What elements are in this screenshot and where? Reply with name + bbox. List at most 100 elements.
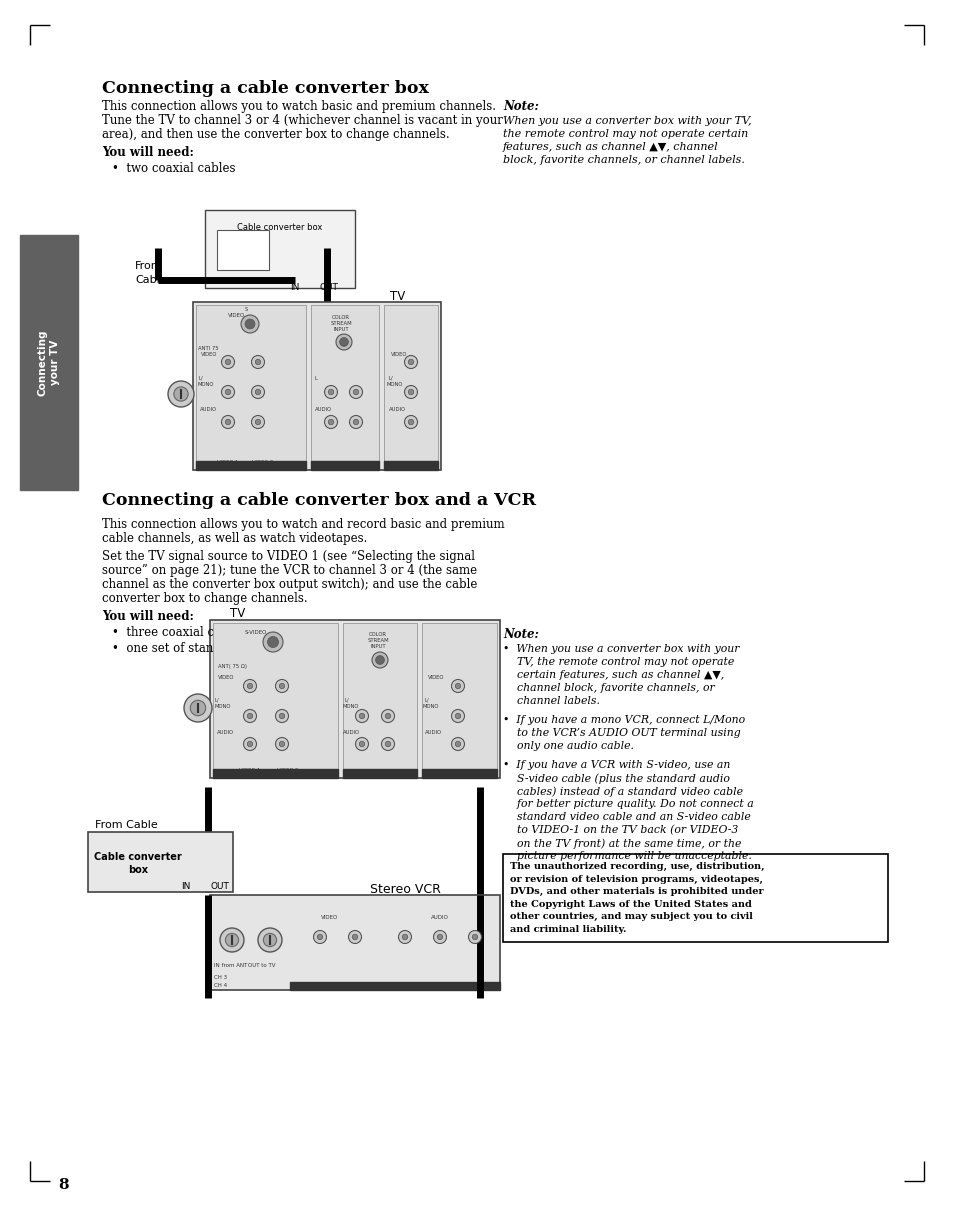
Circle shape [372,652,388,668]
Circle shape [184,693,212,722]
Circle shape [263,632,283,652]
Circle shape [221,386,234,398]
Text: TV, the remote control may not operate: TV, the remote control may not operate [502,657,734,667]
Text: Connecting a cable converter box and a VCR: Connecting a cable converter box and a V… [102,492,536,509]
Text: box: box [128,865,148,876]
Text: IN: IN [272,784,277,789]
Circle shape [225,390,231,394]
Bar [216,230,269,270]
Text: •  three coaxial cables: • three coaxial cables [112,626,245,639]
Circle shape [247,684,253,689]
Circle shape [243,709,256,722]
Text: From Cable: From Cable [95,820,157,830]
Bar [343,624,416,775]
Text: •  If you have a VCR with S-video, use an: • If you have a VCR with S-video, use an [502,760,730,769]
Text: OUT: OUT [405,476,416,481]
Bar [421,769,497,778]
Circle shape [328,420,334,425]
Text: This connection allows you to watch and record basic and premium: This connection allows you to watch and … [102,519,504,531]
Text: to VIDEO-1 on the TV back (or VIDEO-3: to VIDEO-1 on the TV back (or VIDEO-3 [502,825,738,836]
Text: •  one set of standard A/V cables: • one set of standard A/V cables [112,642,307,655]
Circle shape [275,738,288,750]
Bar [421,624,497,775]
Text: OUT to TV: OUT to TV [248,964,275,968]
Bar [210,895,499,990]
Circle shape [468,931,481,943]
Text: From: From [135,260,162,271]
Text: channel block, favorite channels, or: channel block, favorite channels, or [502,683,714,693]
Circle shape [247,742,253,747]
Text: STREAM: STREAM [367,638,389,643]
Circle shape [404,386,417,398]
Bar [311,461,378,470]
Text: VIDEO 2: VIDEO 2 [252,459,274,466]
Circle shape [221,356,234,369]
Text: You will need:: You will need: [102,610,193,624]
Text: INPUT: INPUT [333,327,349,332]
Circle shape [225,359,231,364]
Text: L/: L/ [389,376,394,381]
Circle shape [455,742,460,747]
Text: MONO: MONO [198,382,214,387]
Circle shape [314,931,326,943]
Text: L: L [314,376,317,381]
Text: for better picture quality. Do not connect a: for better picture quality. Do not conne… [502,800,753,809]
Text: VIDEO 1: VIDEO 1 [239,768,260,773]
Bar [195,461,306,470]
Circle shape [339,338,348,346]
Circle shape [252,416,264,428]
Text: MONO: MONO [422,704,439,709]
Circle shape [252,356,264,369]
Circle shape [263,933,276,947]
Text: cable channels, as well as watch videotapes.: cable channels, as well as watch videota… [102,532,367,545]
Circle shape [402,935,407,939]
Circle shape [247,713,253,719]
Circle shape [255,420,260,425]
Text: OUT: OUT [319,283,338,292]
Text: IN: IN [248,476,253,481]
Text: VIDEO: VIDEO [321,915,338,920]
Circle shape [451,738,464,750]
Circle shape [408,359,414,364]
Text: •  two coaxial cables: • two coaxial cables [112,162,235,175]
Text: Note:: Note: [502,100,538,113]
Text: COLOR: COLOR [369,632,387,637]
Text: Cable converter box: Cable converter box [237,223,322,232]
Circle shape [257,927,282,952]
Circle shape [243,738,256,750]
Text: STREAM: STREAM [330,321,352,326]
Text: ANTI 75: ANTI 75 [198,346,218,351]
Circle shape [245,320,254,329]
Text: IN: IN [181,882,191,891]
Text: channel as the converter box output switch); and use the cable: channel as the converter box output swit… [102,578,476,591]
Circle shape [317,935,322,939]
Text: DVD IN: DVD IN [370,784,390,789]
Text: MONO: MONO [343,704,359,709]
Circle shape [328,390,334,394]
Text: cables) instead of a standard video cable: cables) instead of a standard video cabl… [502,786,742,796]
Text: •  When you use a converter box with your: • When you use a converter box with your [502,644,739,654]
Text: VIDEO: VIDEO [218,675,234,680]
Circle shape [408,420,414,425]
Circle shape [252,386,264,398]
Bar [384,461,437,470]
Text: OUT: OUT [211,882,230,891]
Text: Cable converter: Cable converter [94,851,182,862]
Circle shape [355,709,368,722]
Circle shape [433,931,446,943]
Circle shape [241,315,258,333]
Text: AUDIO: AUDIO [216,730,233,734]
Text: picture performance will be unacceptable.: picture performance will be unacceptable… [502,851,751,861]
Circle shape [381,709,395,722]
Circle shape [404,356,417,369]
Bar [311,305,378,467]
Text: AUDIO: AUDIO [200,406,216,412]
Circle shape [279,713,284,719]
Circle shape [225,933,238,947]
Circle shape [324,416,337,428]
Text: TV: TV [230,607,245,620]
Circle shape [190,701,206,715]
Text: Stereo VCR: Stereo VCR [370,883,440,896]
Text: VIDEO: VIDEO [391,352,407,357]
Text: AUDIO: AUDIO [431,995,448,1000]
